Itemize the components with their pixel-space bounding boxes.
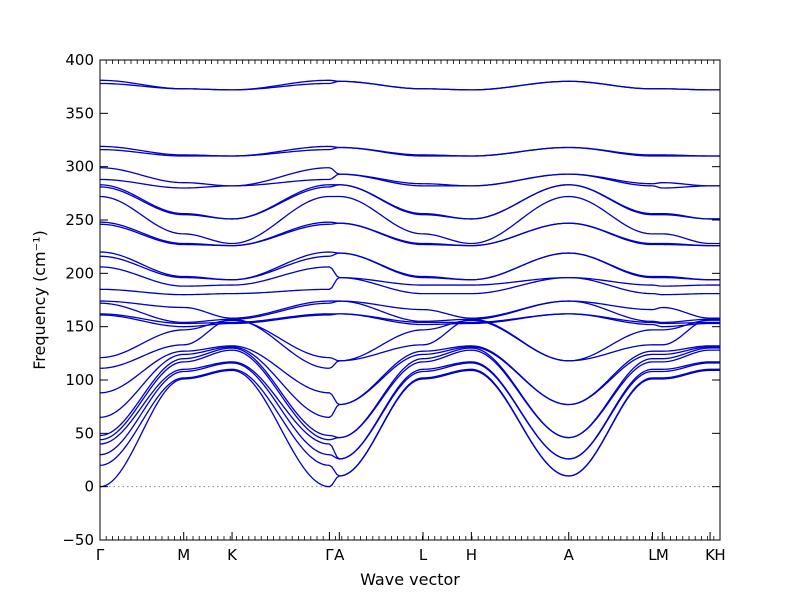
band-line-13	[100, 252, 720, 281]
y-tick-label: 100	[65, 371, 94, 389]
y-axis-label: Frequency (cm⁻¹)	[30, 230, 49, 369]
x-tick-label: L	[419, 546, 428, 564]
x-tick-label: M	[656, 546, 669, 564]
x-tick-label: H	[466, 546, 477, 564]
y-tick-label: 300	[65, 158, 94, 176]
band-line-16	[100, 300, 720, 319]
band-line-4	[100, 146, 720, 157]
x-tick-label: H	[714, 546, 725, 564]
band-line-21	[100, 318, 720, 369]
x-tick-label: M	[177, 546, 190, 564]
x-tick-label: A	[564, 546, 575, 564]
x-tick-label: L	[648, 546, 657, 564]
band-line-27	[100, 362, 720, 460]
y-tick-label: 400	[65, 51, 94, 69]
y-tick-label: 0	[84, 478, 94, 496]
band-line-18	[100, 313, 720, 325]
band-line-23	[100, 346, 720, 418]
band-line-2	[100, 80, 720, 91]
y-ticks: −50 0 50 100 150 200 250 300 350 400	[62, 51, 720, 549]
band-line-15	[100, 276, 720, 296]
band-line-9	[100, 195, 720, 245]
band-line-11	[100, 222, 720, 247]
y-tick-label: 350	[65, 104, 94, 122]
y-tick-label: −50	[62, 531, 94, 549]
band-line-25	[100, 349, 720, 441]
band-line-8	[100, 184, 720, 220]
plot-frame	[99, 59, 721, 541]
phonon-bands	[100, 79, 720, 488]
x-tick-label: K	[705, 546, 716, 564]
band-line-3	[100, 145, 720, 157]
band-line-24	[100, 347, 720, 439]
band-line-6	[100, 173, 720, 189]
band-line-5	[100, 167, 720, 187]
x-tick-label: A	[334, 546, 345, 564]
x-tick-label: Γ	[325, 546, 334, 564]
y-tick-label: 150	[65, 318, 94, 336]
band-line-20	[100, 319, 720, 362]
x-axis-label: Wave vector	[360, 570, 460, 589]
band-line-19	[100, 313, 720, 328]
x-tick-label: K	[227, 546, 238, 564]
x-tick-label: Γ	[96, 546, 105, 564]
y-tick-label: 200	[65, 264, 94, 282]
band-line-14	[100, 266, 720, 287]
y-tick-label: 50	[75, 424, 94, 442]
band-line-17	[100, 300, 720, 324]
y-tick-label: 250	[65, 211, 94, 229]
band-line-22	[100, 345, 720, 406]
band-line-26	[100, 361, 720, 460]
band-line-29	[100, 369, 720, 488]
